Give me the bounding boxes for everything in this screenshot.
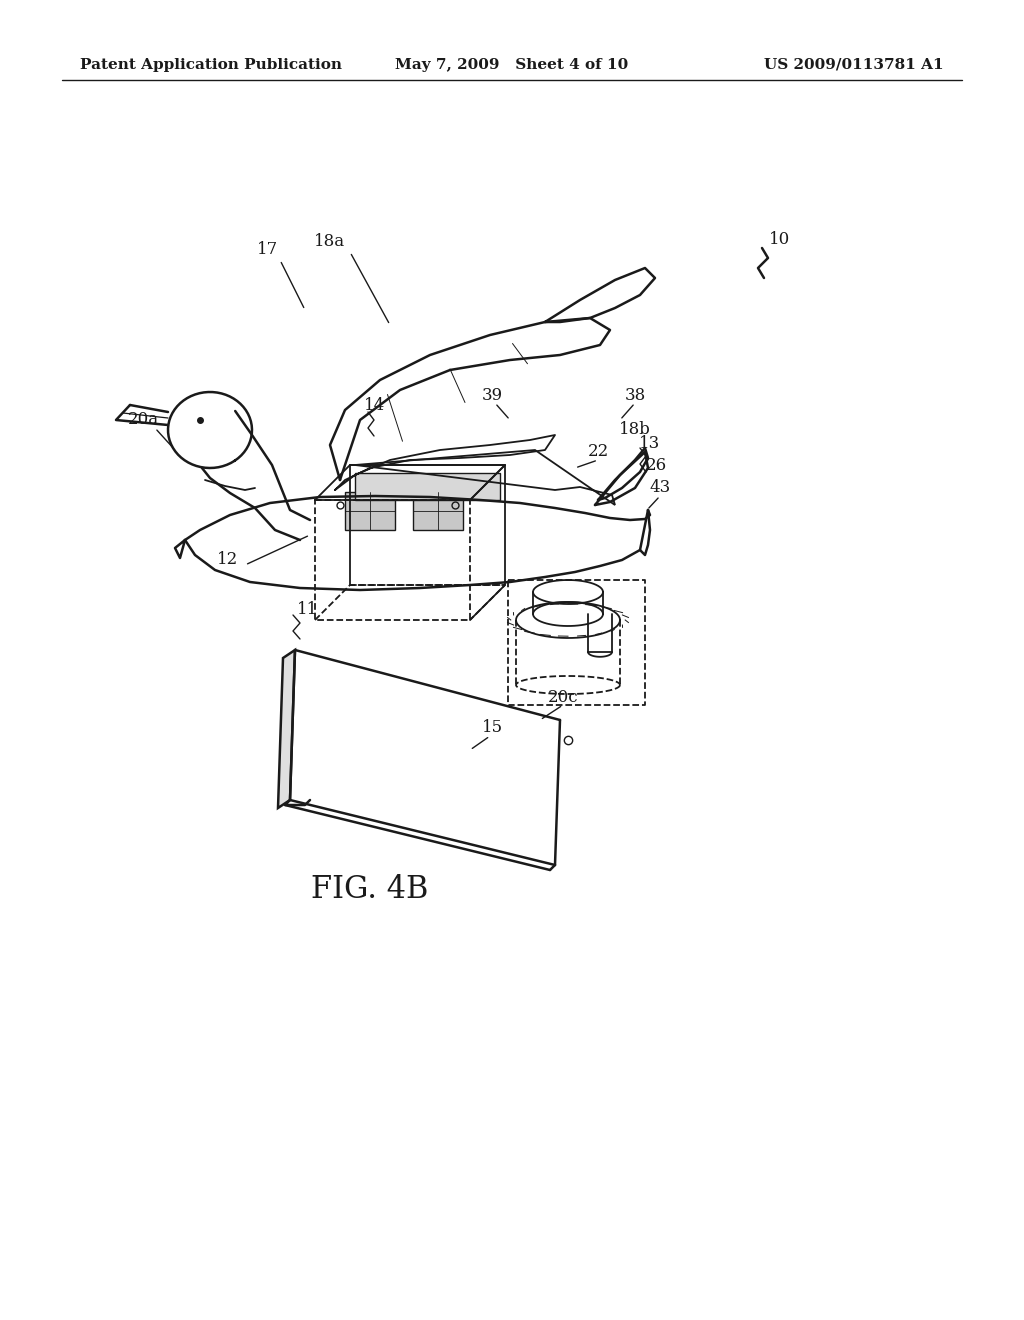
Text: Patent Application Publication: Patent Application Publication [80, 58, 342, 73]
Polygon shape [355, 473, 500, 500]
FancyBboxPatch shape [413, 492, 463, 531]
Text: 39: 39 [481, 387, 503, 404]
Text: 12: 12 [217, 552, 239, 569]
Text: May 7, 2009   Sheet 4 of 10: May 7, 2009 Sheet 4 of 10 [395, 58, 629, 73]
Text: 38: 38 [625, 387, 645, 404]
Text: US 2009/0113781 A1: US 2009/0113781 A1 [764, 58, 944, 73]
Text: 13: 13 [639, 436, 660, 453]
Text: 17: 17 [257, 242, 279, 259]
Text: 10: 10 [769, 231, 791, 248]
Text: 18a: 18a [314, 234, 345, 251]
Text: FIG. 4B: FIG. 4B [311, 874, 429, 906]
Polygon shape [278, 649, 295, 808]
Text: 11: 11 [297, 602, 318, 619]
Text: 20c: 20c [548, 689, 579, 705]
Text: 15: 15 [481, 719, 503, 737]
Text: 26: 26 [645, 457, 667, 474]
Text: 22: 22 [588, 444, 608, 461]
Text: 14: 14 [365, 396, 386, 413]
Text: 18b: 18b [620, 421, 651, 438]
Text: 43: 43 [649, 479, 671, 496]
Text: 20a: 20a [127, 412, 159, 429]
FancyBboxPatch shape [345, 492, 395, 531]
